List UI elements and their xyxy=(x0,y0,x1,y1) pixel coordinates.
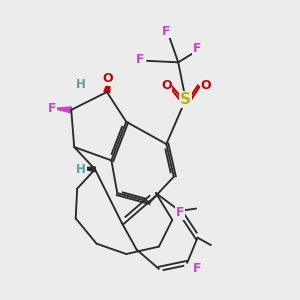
Text: O: O xyxy=(201,79,211,92)
Text: F: F xyxy=(136,53,145,66)
Polygon shape xyxy=(79,167,95,172)
Text: H: H xyxy=(76,78,86,91)
Text: F: F xyxy=(176,206,184,219)
Text: H: H xyxy=(76,163,86,176)
Text: F: F xyxy=(48,102,56,115)
Polygon shape xyxy=(104,76,110,93)
Text: O: O xyxy=(103,72,113,85)
Text: S: S xyxy=(180,92,191,107)
Text: F: F xyxy=(193,262,202,275)
Polygon shape xyxy=(53,107,71,113)
Text: F: F xyxy=(193,42,201,56)
Text: F: F xyxy=(162,25,171,38)
Text: O: O xyxy=(161,79,172,92)
